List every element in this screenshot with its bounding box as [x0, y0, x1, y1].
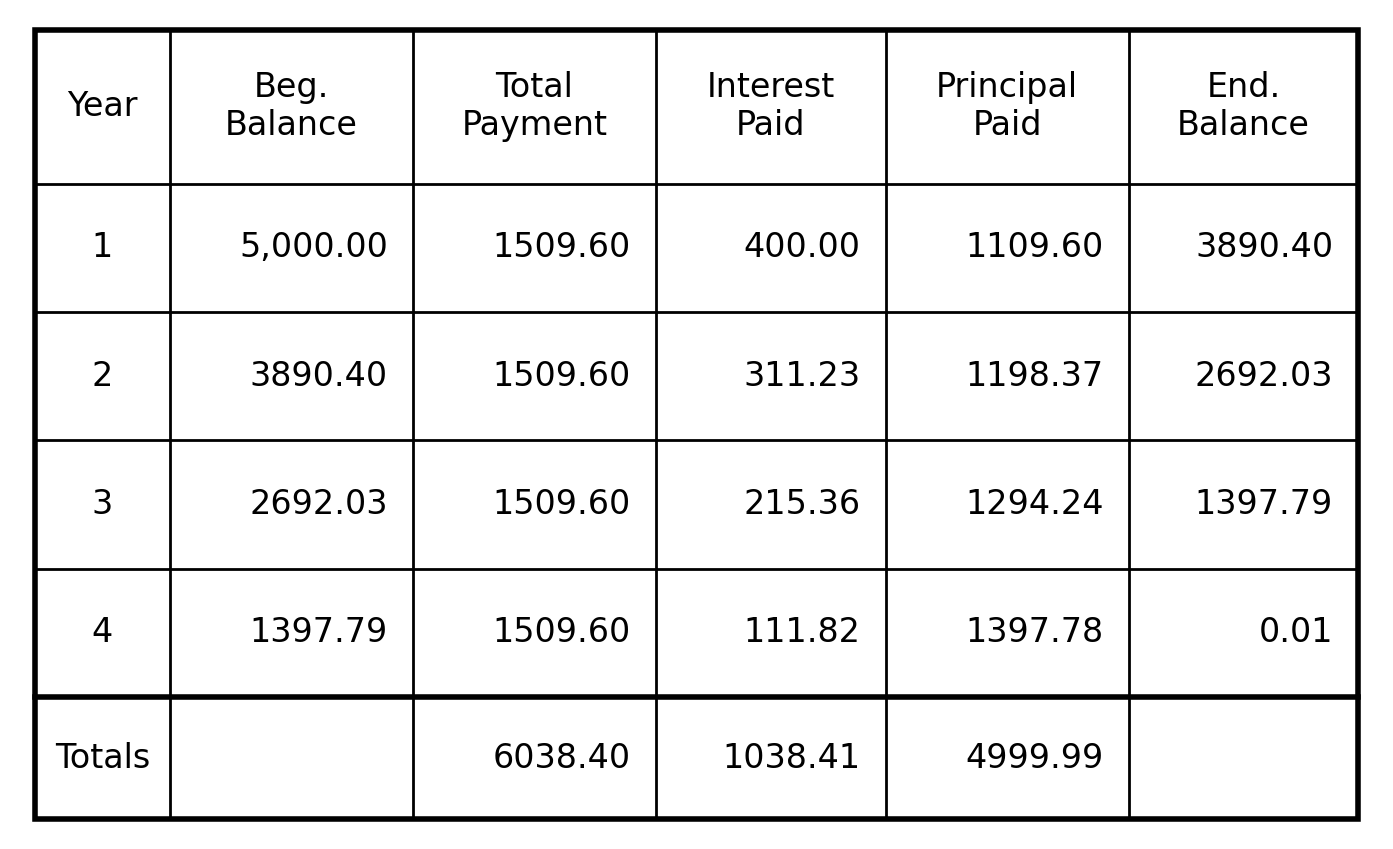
Text: 1397.79: 1397.79 [1195, 488, 1333, 521]
Text: Interest
Paid: Interest Paid [706, 71, 834, 143]
Text: 1397.78: 1397.78 [965, 616, 1103, 649]
Text: Totals: Totals [54, 741, 150, 774]
Text: Year: Year [67, 90, 138, 123]
Text: 3890.40: 3890.40 [1195, 231, 1333, 264]
Text: 111.82: 111.82 [744, 616, 861, 649]
Text: 3890.40: 3890.40 [249, 360, 387, 392]
Text: 1509.60: 1509.60 [493, 360, 631, 392]
Text: 1509.60: 1509.60 [493, 616, 631, 649]
Text: Principal
Paid: Principal Paid [936, 71, 1078, 143]
Text: 1038.41: 1038.41 [723, 741, 861, 774]
Text: Beg.
Balance: Beg. Balance [224, 71, 358, 143]
Text: 311.23: 311.23 [744, 360, 861, 392]
Text: 215.36: 215.36 [744, 488, 861, 521]
Text: Total
Payment: Total Payment [461, 71, 607, 143]
Text: 2: 2 [92, 360, 113, 392]
Text: 1294.24: 1294.24 [965, 488, 1103, 521]
Text: 1198.37: 1198.37 [965, 360, 1103, 392]
Text: 5,000.00: 5,000.00 [240, 231, 387, 264]
Text: 6038.40: 6038.40 [493, 741, 631, 774]
Text: 2692.03: 2692.03 [1195, 360, 1333, 392]
Text: 0.01: 0.01 [1259, 616, 1333, 649]
Text: 3: 3 [92, 488, 113, 521]
Text: 1: 1 [92, 231, 113, 264]
Text: 1109.60: 1109.60 [965, 231, 1103, 264]
Text: 4: 4 [92, 616, 113, 649]
Text: End.
Balance: End. Balance [1177, 71, 1309, 143]
Text: 1397.79: 1397.79 [249, 616, 387, 649]
Text: 400.00: 400.00 [744, 231, 861, 264]
Text: 4999.99: 4999.99 [965, 741, 1103, 774]
Text: 1509.60: 1509.60 [493, 488, 631, 521]
Text: 1509.60: 1509.60 [493, 231, 631, 264]
Text: 2692.03: 2692.03 [249, 488, 387, 521]
